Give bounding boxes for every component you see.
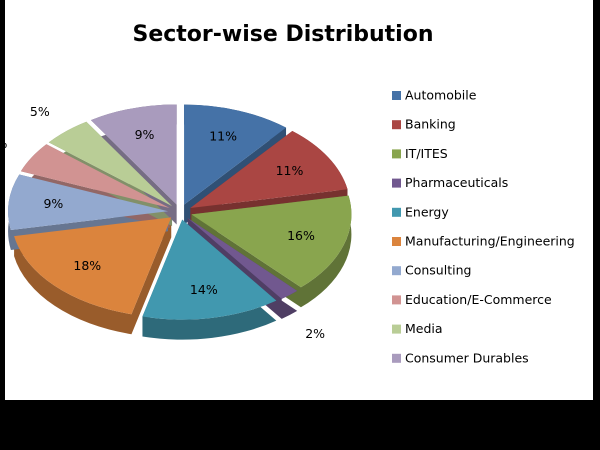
legend-text: Pharmaceuticals bbox=[405, 175, 508, 190]
slice-side bbox=[187, 218, 298, 319]
slice bbox=[187, 218, 298, 299]
legend-swatch bbox=[392, 353, 401, 363]
value-label: 5% bbox=[30, 104, 50, 119]
legend-text: Energy bbox=[405, 204, 449, 219]
legend-swatch bbox=[392, 237, 401, 246]
value-labels: 11% 11% 16% 2% 14% 18% 9% 5% 5% 9% bbox=[0, 104, 325, 341]
legend-text: Automobile bbox=[405, 88, 477, 103]
slice bbox=[142, 219, 277, 320]
legend-text: Manufacturing/Engineering bbox=[405, 234, 575, 249]
legend-text: Banking bbox=[405, 117, 456, 132]
legend-text: Education/E-Commerce bbox=[405, 292, 552, 307]
slice bbox=[14, 217, 172, 315]
legend: Automobile Banking IT/ITES Pharmaceuticals E… bbox=[392, 88, 575, 365]
value-label: 9% bbox=[135, 127, 155, 142]
value-label: 5% bbox=[0, 136, 8, 151]
slice bbox=[191, 195, 352, 288]
value-label: 9% bbox=[43, 196, 63, 211]
value-label: 16% bbox=[287, 228, 315, 243]
slice bbox=[20, 144, 170, 209]
value-label: 18% bbox=[73, 258, 101, 273]
value-label: 14% bbox=[190, 282, 218, 297]
slice bbox=[90, 104, 177, 205]
slice bbox=[8, 174, 169, 231]
slice bbox=[184, 104, 287, 205]
value-label: 11% bbox=[276, 163, 304, 178]
legend-swatch bbox=[392, 295, 401, 305]
legend-text: Media bbox=[405, 321, 443, 336]
chart-title: Sector-wise Distribution bbox=[132, 22, 433, 47]
legend-swatch bbox=[392, 178, 401, 188]
legend-swatch bbox=[392, 207, 401, 217]
value-label: 11% bbox=[209, 128, 237, 143]
legend-swatch bbox=[392, 266, 401, 276]
value-label: 2% bbox=[305, 326, 325, 341]
slice bbox=[190, 130, 348, 209]
legend-swatch bbox=[392, 120, 401, 130]
legend-swatch bbox=[392, 324, 401, 334]
legend-text: IT/ITES bbox=[405, 146, 448, 161]
legend-swatch bbox=[392, 91, 401, 100]
legend-text: Consulting bbox=[405, 263, 471, 278]
pie-tops bbox=[8, 104, 352, 320]
legend-text: Consumer Durables bbox=[405, 350, 529, 365]
legend-swatch bbox=[392, 149, 401, 159]
slice bbox=[48, 121, 173, 207]
